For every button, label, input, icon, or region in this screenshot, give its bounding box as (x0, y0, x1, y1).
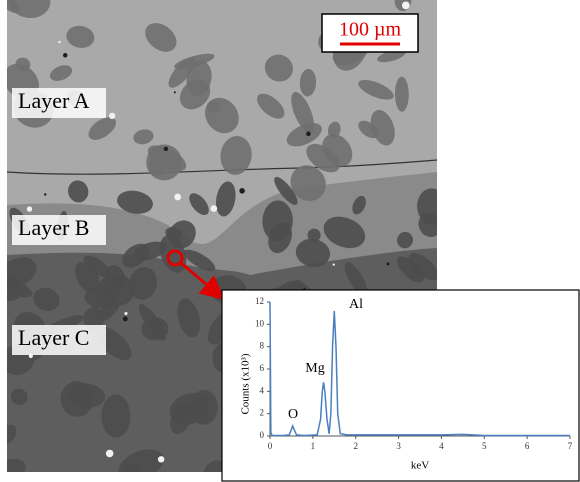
y-tick-label: 0 (260, 430, 265, 440)
annotation: O (288, 407, 298, 422)
page: {"image": {"layers": ["Layer A", "Layer … (0, 0, 580, 482)
inclusion (402, 2, 410, 10)
inclusion (44, 193, 46, 195)
y-tick-label: 4 (260, 385, 265, 395)
inclusion (123, 317, 128, 322)
layer-label: Layer C (18, 325, 89, 350)
inclusion (63, 53, 67, 57)
inclusion (124, 312, 127, 315)
annotation: Al (349, 297, 363, 312)
layer-label: Layer A (18, 88, 90, 113)
x-tick-label: 7 (568, 441, 573, 451)
inclusion (27, 206, 32, 211)
inclusion (386, 262, 389, 265)
y-tick-label: 8 (260, 341, 265, 351)
scale-bar-label: 100 µm (339, 19, 402, 41)
inclusion (164, 147, 168, 151)
grain (101, 394, 130, 437)
x-tick-label: 1 (311, 441, 316, 451)
inclusion (109, 113, 115, 119)
y-tick-label: 10 (255, 318, 265, 328)
spectrum-panel (222, 290, 579, 481)
x-tick-label: 3 (396, 441, 401, 451)
inclusion (106, 450, 114, 458)
inclusion (158, 456, 164, 462)
inclusion (211, 205, 218, 212)
x-tick-label: 4 (439, 441, 444, 451)
x-axis-label: keV (411, 460, 429, 472)
y-tick-label: 12 (255, 296, 264, 306)
y-tick-label: 6 (260, 363, 265, 373)
y-tick-label: 2 (260, 408, 265, 418)
x-tick-label: 6 (525, 441, 530, 451)
inclusion (58, 41, 60, 43)
layer-label: Layer B (18, 215, 89, 240)
annotation: Mg (305, 361, 324, 376)
inclusion (333, 264, 335, 266)
y-axis-label: Counts (x10³) (240, 353, 252, 414)
inclusion (174, 91, 176, 93)
x-tick-label: 2 (353, 441, 358, 451)
inclusion (174, 194, 181, 201)
inclusion (306, 132, 311, 137)
x-tick-label: 0 (268, 441, 273, 451)
x-tick-label: 5 (482, 441, 487, 451)
figure: 100 µm Layer A Layer B Layer C Counts (x… (0, 0, 580, 482)
inclusion (239, 188, 245, 194)
